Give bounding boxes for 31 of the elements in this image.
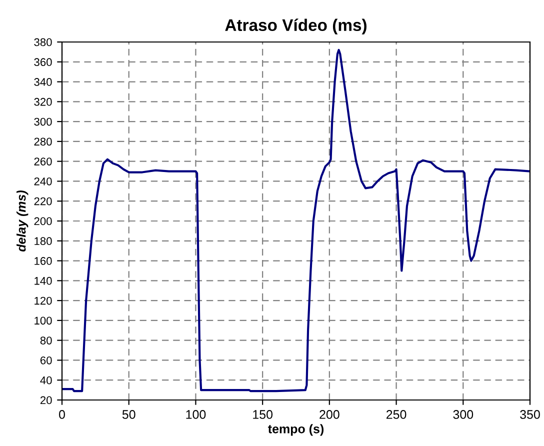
y-tick-label: 320 xyxy=(34,98,52,106)
y-tick-label: 160 xyxy=(34,257,52,265)
x-tick-label: 300 xyxy=(453,410,474,419)
y-tick-label: 20 xyxy=(40,396,52,404)
y-tick-label: 380 xyxy=(34,38,52,46)
y-tick-label: 140 xyxy=(34,276,52,285)
x-axis-title: tempo (s) xyxy=(268,424,324,436)
chart-title: Atraso Vídeo (ms) xyxy=(225,18,366,34)
x-tick-label: 100 xyxy=(186,410,206,419)
y-tick-label: 80 xyxy=(40,336,52,344)
line-series xyxy=(62,48,530,392)
y-tick-label: 240 xyxy=(34,177,52,186)
x-tick-label: 350 xyxy=(520,410,540,419)
y-tick-label: 100 xyxy=(34,316,52,325)
y-tick-label: 220 xyxy=(34,197,52,206)
y-tick-label: 200 xyxy=(34,217,52,226)
x-tick-label: 200 xyxy=(320,410,340,419)
x-tick-label: 50 xyxy=(122,410,136,419)
y-tick-label: 300 xyxy=(34,118,52,126)
x-tick-label: 0 xyxy=(59,410,65,419)
x-tick-label: 150 xyxy=(253,410,273,419)
y-tick-label: 60 xyxy=(40,356,52,364)
y-tick-label: 120 xyxy=(34,296,52,305)
y-tick-label: 180 xyxy=(34,237,52,246)
y-tick-label: 340 xyxy=(34,78,52,86)
y-axis-title: delay (ms) xyxy=(16,190,28,252)
y-tick-label: 40 xyxy=(40,376,52,384)
x-tick-label: 250 xyxy=(386,410,406,419)
y-tick-label: 360 xyxy=(34,58,52,66)
y-tick-label: 280 xyxy=(34,138,52,146)
y-tick-label: 260 xyxy=(34,158,52,166)
